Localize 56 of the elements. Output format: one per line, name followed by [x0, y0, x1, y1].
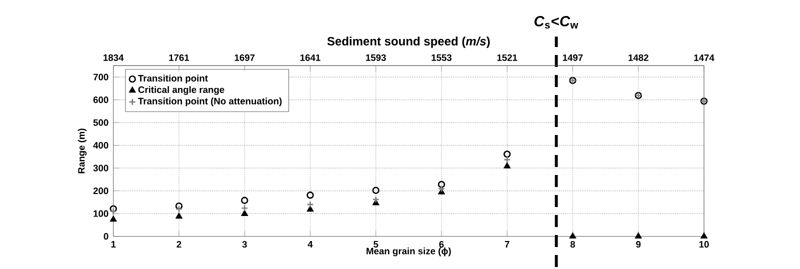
point [700, 232, 708, 239]
y-tick-label: 300 [93, 165, 108, 172]
point [306, 201, 314, 208]
text: 1834 [104, 54, 124, 62]
point [570, 232, 576, 239]
point [504, 156, 511, 164]
y-axis-title: Range (m) [78, 128, 87, 174]
text: 1482 [628, 54, 648, 62]
x-tick-label: 4 [308, 241, 313, 248]
point [307, 206, 314, 212]
legend-label: Critical angle range [138, 86, 224, 96]
x-axis-title: Mean grain size (ϕ) [366, 248, 451, 256]
point [372, 187, 380, 194]
x-tick-label: 3 [242, 241, 247, 248]
point [306, 192, 314, 199]
text: 1474 [694, 54, 714, 62]
point [176, 213, 182, 219]
x-tick-label: 8 [570, 241, 576, 248]
x-tick-label: 6 [439, 241, 444, 248]
text: 1641 [300, 54, 320, 62]
x-tick-label: 7 [504, 241, 510, 248]
point [438, 181, 446, 188]
y-tick-label: 100 [94, 210, 108, 218]
point [240, 204, 248, 212]
point [175, 206, 183, 213]
text: 1761 [169, 54, 190, 62]
y-tick-label: 700 [93, 74, 108, 81]
y-tick-label: 500 [93, 120, 108, 126]
y-tick-label: 400 [93, 142, 108, 149]
text: 1553 [432, 54, 452, 62]
point [372, 196, 380, 204]
point [110, 216, 117, 222]
x2-axis-title: Sediment sound speed (m/s) [327, 36, 490, 48]
point [241, 210, 248, 216]
point [110, 208, 117, 216]
y-tick-label: 0 [104, 233, 108, 240]
point [504, 150, 511, 158]
x-tick-label: 5 [374, 241, 378, 248]
ref-line-label: C$_{s}$<C$_{w}$ [534, 16, 578, 29]
text: 1697 [234, 54, 255, 62]
point [240, 197, 248, 204]
point [438, 185, 446, 193]
x-tick-label: 10 [699, 241, 709, 248]
text: 1497 [562, 54, 583, 62]
point [110, 205, 117, 213]
y-tick-label: 200 [93, 188, 108, 194]
point [504, 162, 510, 169]
legend-label: Transition point (No attenuation) [138, 98, 282, 106]
point [635, 232, 642, 239]
text: 1521 [497, 54, 518, 62]
x-tick-label: 9 [636, 241, 641, 248]
x-tick-label: 1 [111, 241, 116, 248]
y-tick-label: 600 [93, 96, 108, 104]
legend-label: Transition point [138, 74, 208, 84]
text: 1593 [366, 54, 386, 62]
x-tick-label: 2 [176, 241, 182, 248]
